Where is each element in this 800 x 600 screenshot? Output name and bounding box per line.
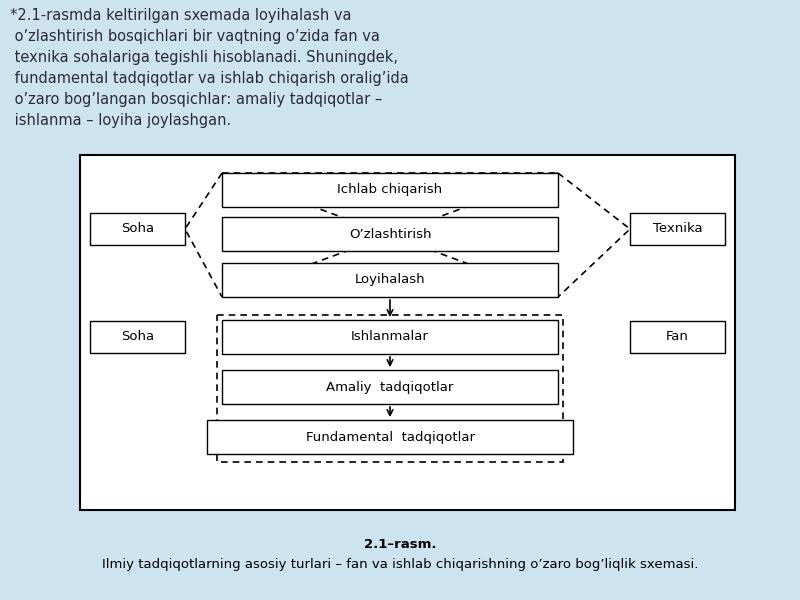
Text: Ishlanmalar: Ishlanmalar xyxy=(351,331,429,343)
Text: *2.1-rasmda keltirilgan sxemada loyihalash va
 o’zlashtirish bosqichlari bir vaq: *2.1-rasmda keltirilgan sxemada loyihala… xyxy=(10,8,409,128)
Bar xyxy=(207,420,573,454)
Text: Soha: Soha xyxy=(121,223,154,235)
Bar xyxy=(90,213,185,245)
Bar xyxy=(222,320,558,354)
Text: Fan: Fan xyxy=(666,331,689,343)
Text: O’zlashtirish: O’zlashtirish xyxy=(349,227,431,241)
Bar xyxy=(222,217,558,251)
Text: Ichlab chiqarish: Ichlab chiqarish xyxy=(338,184,442,196)
Bar xyxy=(217,315,563,462)
Text: Soha: Soha xyxy=(121,331,154,343)
Bar xyxy=(630,321,725,353)
Text: Texnika: Texnika xyxy=(653,223,702,235)
Text: Fundamental  tadqiqotlar: Fundamental tadqiqotlar xyxy=(306,431,474,443)
Text: 2.1–rasm.: 2.1–rasm. xyxy=(364,538,436,551)
Bar xyxy=(80,155,735,510)
Bar xyxy=(222,173,558,207)
Bar xyxy=(630,213,725,245)
Bar xyxy=(222,370,558,404)
Text: Loyihalash: Loyihalash xyxy=(354,274,426,286)
Text: Ilmiy tadqiqotlarning asosiy turlari – fan va ishlab chiqarishning o’zaro bog’li: Ilmiy tadqiqotlarning asosiy turlari – f… xyxy=(102,558,698,571)
Bar xyxy=(222,263,558,297)
Text: Amaliy  tadqiqotlar: Amaliy tadqiqotlar xyxy=(326,380,454,394)
Bar xyxy=(90,321,185,353)
